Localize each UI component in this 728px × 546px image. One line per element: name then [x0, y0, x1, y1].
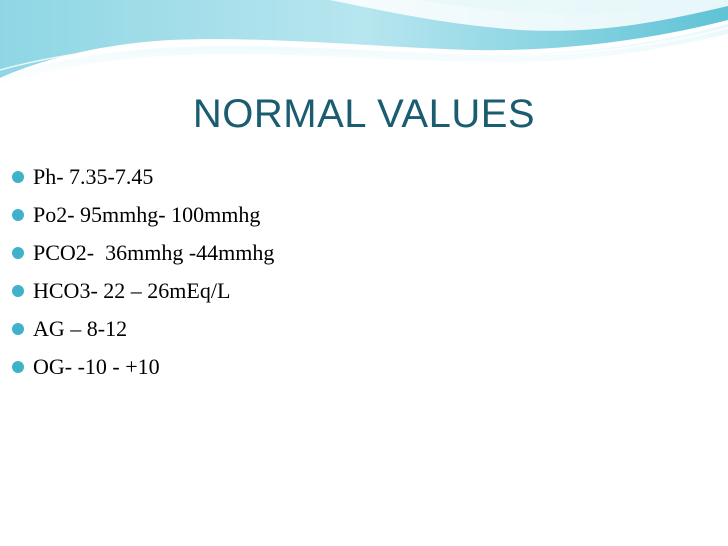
header-wave-decoration — [0, 0, 728, 86]
bullet-text: Ph- 7.35-7.45 — [33, 164, 154, 189]
bullet-text: OG- -10 - +10 — [33, 354, 160, 379]
bullet-text: AG – 8-12 — [33, 316, 128, 341]
list-item: AG – 8-12 — [12, 310, 274, 348]
bullet-icon — [12, 285, 24, 297]
list-item: Po2- 95mmhg- 100mmhg — [12, 196, 274, 234]
list-item: HCO3- 22 – 26mEq/L — [12, 272, 274, 310]
bullet-icon — [12, 361, 24, 373]
bullet-icon — [12, 323, 24, 335]
bullet-icon — [12, 171, 24, 183]
bullet-list: Ph- 7.35-7.45 Po2- 95mmhg- 100mmhg PCO2-… — [12, 158, 274, 386]
slide-title: NORMAL VALUES — [192, 92, 536, 136]
list-item: PCO2- 36mmhg -44mmhg — [12, 234, 274, 272]
list-item: OG- -10 - +10 — [12, 348, 274, 386]
bullet-icon — [12, 247, 24, 259]
bullet-text: PCO2- 36mmhg -44mmhg — [33, 240, 275, 265]
list-item: Ph- 7.35-7.45 — [12, 158, 274, 196]
bullet-text: HCO3- 22 – 26mEq/L — [33, 278, 231, 303]
bullet-text: Po2- 95mmhg- 100mmhg — [33, 202, 261, 227]
bullet-icon — [12, 209, 24, 221]
